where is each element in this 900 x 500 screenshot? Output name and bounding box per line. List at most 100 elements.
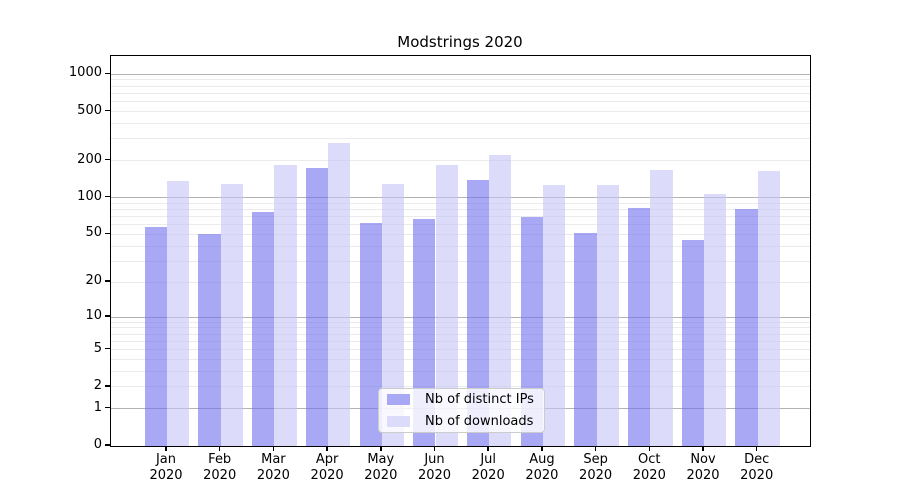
- y-tick-label: 2: [93, 377, 102, 393]
- bar-downloads: [650, 170, 673, 446]
- bar-distinct-ips: [628, 208, 651, 446]
- gridline-minor: [111, 349, 810, 351]
- x-tick: [433, 446, 436, 451]
- gridline-minor: [111, 340, 810, 342]
- gridline-minor: [111, 358, 810, 360]
- gridline-minor: [111, 327, 810, 329]
- legend-item-downloads: Nb of downloads: [387, 414, 536, 429]
- gridline-minor: [111, 224, 810, 226]
- gridline-minor: [111, 85, 810, 87]
- x-tick: [272, 446, 275, 451]
- gridline-minor: [111, 202, 810, 204]
- x-tick: [165, 446, 167, 451]
- x-tick-label: Sep 2020: [579, 452, 613, 483]
- gridline-minor: [111, 281, 810, 283]
- x-tick-label: Apr 2020: [310, 452, 344, 483]
- x-tick-label: May 2020: [364, 452, 398, 483]
- bar-downloads: [757, 170, 780, 446]
- gridline-minor: [111, 321, 810, 323]
- legend-label-downloads: Nb of downloads: [425, 414, 534, 429]
- legend-swatch-downloads: [387, 416, 410, 427]
- x-tick: [594, 446, 597, 451]
- x-tick-label: Jul 2020: [471, 452, 505, 483]
- gridline-minor: [111, 333, 810, 335]
- legend-swatch-distinct-ips: [387, 394, 410, 405]
- gridline-major: [111, 316, 810, 318]
- x-tick: [326, 446, 328, 451]
- legend-item-distinct-ips: Nb of distinct IPs: [387, 392, 536, 407]
- gridline-minor: [111, 386, 810, 388]
- bar-distinct-ips: [305, 168, 329, 446]
- x-tick-label: Feb 2020: [203, 452, 237, 483]
- gridline-minor: [111, 260, 810, 262]
- gridline-major: [111, 197, 810, 199]
- y-tick: [105, 158, 110, 161]
- y-tick-label: 0: [93, 437, 102, 452]
- gridline-minor: [111, 111, 810, 113]
- x-tick-label: Jan 2020: [149, 452, 183, 483]
- x-tick: [380, 446, 382, 451]
- x-tick: [648, 446, 651, 451]
- x-tick: [755, 446, 758, 451]
- gridline-minor: [111, 92, 810, 94]
- bar-distinct-ips: [681, 240, 704, 446]
- x-tick-label: Jun 2020: [417, 452, 452, 483]
- y-tick: [105, 280, 110, 282]
- legend: Nb of distinct IPs Nb of downloads: [378, 388, 545, 433]
- gridline-minor: [111, 209, 810, 211]
- y-tick-label: 500: [77, 102, 102, 118]
- bar-distinct-ips: [735, 208, 758, 446]
- y-tick-label: 200: [77, 151, 102, 167]
- gridline-minor: [111, 138, 810, 140]
- y-tick: [105, 109, 110, 112]
- gridline-minor: [111, 233, 810, 235]
- y-tick-label: 50: [85, 225, 102, 241]
- bar-downloads: [274, 165, 297, 446]
- y-tick: [105, 444, 110, 446]
- x-tick: [541, 446, 543, 451]
- y-tick: [105, 406, 110, 409]
- y-tick: [105, 195, 110, 198]
- gridline-minor: [111, 160, 810, 162]
- y-tick-label: 5: [93, 340, 102, 356]
- x-tick: [218, 446, 221, 451]
- bar-distinct-ips: [144, 226, 167, 446]
- x-tick-label: Dec 2020: [740, 452, 774, 483]
- chart-title: Modstrings 2020: [397, 33, 523, 51]
- y-tick: [105, 315, 110, 317]
- bar-distinct-ips: [574, 233, 597, 446]
- bar-downloads: [489, 154, 512, 446]
- y-tick-label: 100: [77, 188, 102, 204]
- bar-distinct-ips: [198, 234, 221, 446]
- gridline-minor: [111, 79, 810, 81]
- y-tick-label: 1: [93, 399, 102, 415]
- y-tick-label: 10: [85, 307, 102, 323]
- bar-distinct-ips: [252, 212, 275, 446]
- bar-distinct-ips: [466, 180, 490, 446]
- legend-label-distinct-ips: Nb of distinct IPs: [425, 392, 534, 407]
- bar-downloads: [435, 165, 458, 446]
- gridline-minor: [111, 123, 810, 125]
- bar-downloads: [328, 143, 351, 446]
- bar-distinct-ips: [359, 223, 382, 446]
- bar-downloads: [220, 184, 243, 446]
- bar-downloads: [542, 185, 566, 446]
- x-tick-label: Nov 2020: [686, 452, 720, 483]
- y-tick: [105, 385, 110, 387]
- gridline-minor: [111, 245, 810, 247]
- y-tick: [105, 232, 110, 235]
- bar-downloads: [596, 184, 619, 446]
- bar-downloads: [704, 193, 727, 446]
- y-tick-label: 20: [85, 273, 102, 289]
- gridline-minor: [111, 216, 810, 218]
- bar-downloads: [167, 180, 190, 446]
- plot-area: [110, 55, 811, 447]
- gridline-major: [111, 73, 810, 75]
- x-tick-label: Aug 2020: [525, 452, 559, 483]
- x-tick: [487, 446, 489, 451]
- x-tick: [702, 446, 704, 451]
- y-tick-label: 1000: [68, 65, 102, 81]
- x-tick-label: Oct 2020: [632, 452, 666, 483]
- y-tick: [105, 72, 110, 75]
